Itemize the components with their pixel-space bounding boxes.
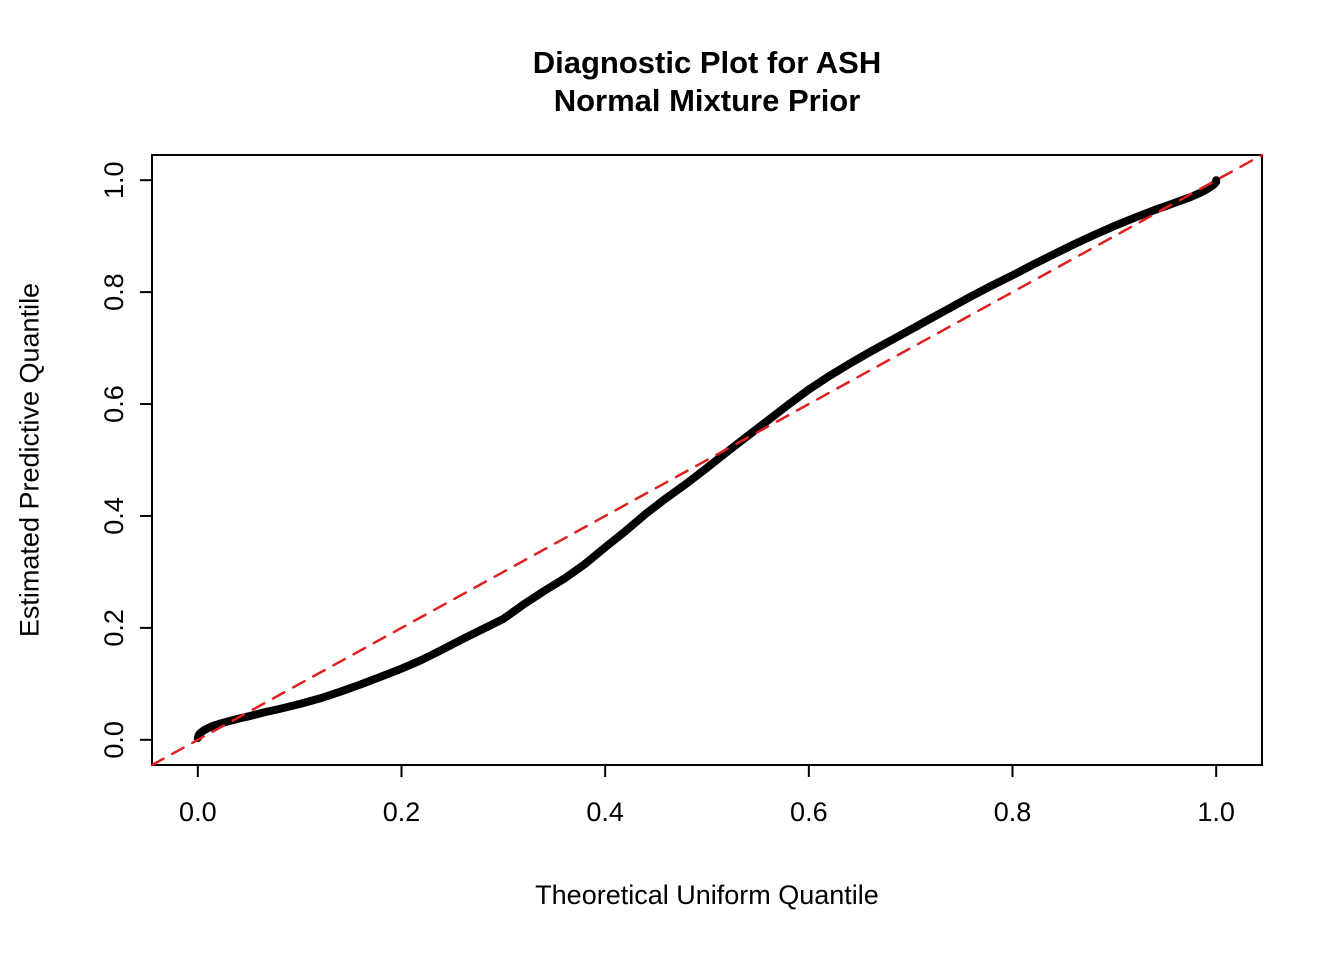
estimated-predictive-quantile-curve [193, 176, 1221, 743]
x-tick-label: 1.0 [1197, 797, 1235, 827]
y-tick-label: 0.0 [99, 721, 129, 759]
chart-title-line1: Diagnostic Plot for ASH [532, 45, 882, 80]
chart-title-line2: Normal Mixture Prior [553, 83, 861, 118]
plot-box [151, 154, 1263, 766]
x-tick-label: 0.0 [179, 797, 217, 827]
y-tick-label: 0.8 [99, 273, 129, 311]
y-tick-label: 0.2 [99, 609, 129, 647]
x-tick-label: 0.6 [790, 797, 828, 827]
x-tick-label: 0.2 [383, 797, 421, 827]
x-tick-label: 0.8 [994, 797, 1032, 827]
chart-title: Diagnostic Plot for ASH Normal Mixture P… [152, 44, 1262, 120]
identity-reference-line [150, 153, 1264, 767]
y-tick-label: 0.4 [99, 497, 129, 535]
x-tick-label: 0.4 [586, 797, 624, 827]
x-axis-label: Theoretical Uniform Quantile [535, 880, 879, 910]
y-tick-label: 1.0 [99, 161, 129, 199]
y-tick-label: 0.6 [99, 385, 129, 423]
